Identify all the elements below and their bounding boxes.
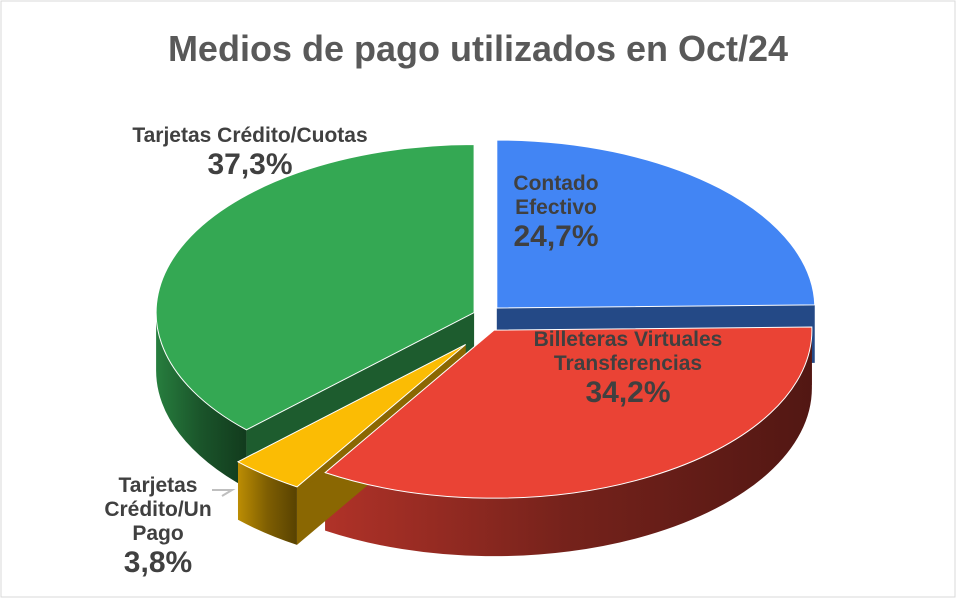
- slice: [236, 344, 466, 488]
- slice: [496, 139, 816, 309]
- category-label: Tarjetas Crédito/Cuotas: [132, 124, 368, 147]
- slice-outer-side: [237, 461, 297, 545]
- chart-title: Medios de pago utilizados en Oct/24: [167, 28, 789, 69]
- leader-line: [212, 489, 236, 497]
- data-label: Tarjetas Crédito/Un Pago 3,8%: [88, 474, 228, 581]
- data-label: Contado Efectivo 24,7%: [486, 172, 626, 255]
- data-label: Tarjetas Crédito/Cuotas 37,3%: [80, 124, 420, 183]
- data-label: Billeteras Virtuales Transferencias 34,2%: [498, 328, 758, 411]
- slice-outer-side: [156, 312, 247, 488]
- value-label: 3,8%: [123, 546, 193, 580]
- category-label: Billeteras Virtuales Transferencias: [533, 328, 723, 376]
- category-label: Contado Efectivo: [513, 172, 599, 220]
- slice: [324, 326, 813, 499]
- value-label: 34,2%: [585, 376, 671, 410]
- category-label: Tarjetas Crédito/Un Pago: [104, 474, 212, 546]
- value-label: 24,7%: [513, 220, 599, 254]
- slice-outer-side: [325, 330, 812, 557]
- slice: [155, 144, 475, 431]
- value-label: 37,3%: [207, 148, 293, 182]
